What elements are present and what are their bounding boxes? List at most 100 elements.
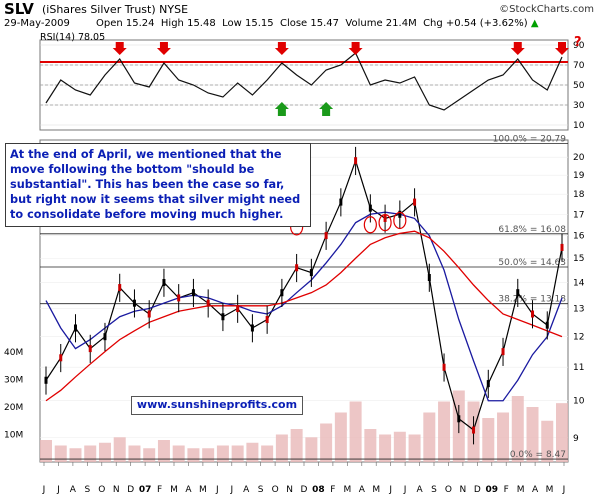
low-value: 15.15 <box>244 18 274 29</box>
question-mark: ? <box>574 35 582 50</box>
red-down-arrow-icon <box>274 42 289 55</box>
rsi-tick-label: 90 <box>573 41 585 51</box>
volume-tick-label: 40M <box>4 348 23 358</box>
moving-average-slow-line <box>45 230 563 402</box>
price-candle <box>132 299 136 307</box>
volume-bar <box>172 445 185 462</box>
open-label: Open <box>96 18 123 29</box>
issuer-label: (iShares Silver Trust) <box>42 3 156 16</box>
fib-level-label: 0.0% = 8.47 <box>510 450 566 460</box>
month-axis-label: D <box>474 485 481 495</box>
volume-bar <box>364 429 377 462</box>
website-link[interactable]: www.sunshineprofits.com <box>131 396 303 415</box>
price-tick-label: 13 <box>573 305 584 315</box>
month-axis-label: N <box>113 485 120 495</box>
month-axis-label: J <box>56 485 60 495</box>
price-candle <box>545 321 549 329</box>
close-value: 15.47 <box>310 18 340 29</box>
rsi-line <box>45 52 563 111</box>
price-candle <box>250 324 254 332</box>
month-axis-label: F <box>330 485 335 495</box>
price-candle <box>118 284 122 292</box>
close-label: Close <box>279 18 308 29</box>
fib-level-label: 50.0% = 14.63 <box>498 258 566 268</box>
price-candle <box>324 232 328 240</box>
volume-bar <box>482 418 495 462</box>
month-axis-label: M <box>372 485 380 495</box>
high-label: High <box>160 18 184 29</box>
price-candle <box>501 348 505 356</box>
open-value: 15.24 <box>125 18 155 29</box>
moving-average-fast-line <box>45 211 563 402</box>
volume-bar <box>349 401 362 462</box>
month-axis-label: O <box>272 485 279 495</box>
month-axis-label: S <box>431 485 437 495</box>
price-candle <box>457 415 461 423</box>
highlight-circle <box>378 214 392 232</box>
volume-bar <box>69 448 82 462</box>
low-label: Low <box>222 18 242 29</box>
price-candle <box>88 345 92 353</box>
month-axis-label: N <box>460 485 467 495</box>
volume-tick-label: 30M <box>4 376 23 386</box>
price-candle <box>280 289 284 297</box>
high-value: 15.48 <box>187 18 216 29</box>
price-candle <box>147 310 151 318</box>
month-axis-label: 07 <box>139 485 152 495</box>
price-candle <box>398 210 402 218</box>
month-axis-label: M <box>517 485 525 495</box>
red-down-arrow-icon <box>156 42 171 55</box>
volume-bar <box>84 445 97 462</box>
month-axis-label: N <box>286 485 293 495</box>
volume-bar <box>541 420 554 462</box>
price-candle <box>560 243 564 251</box>
month-axis-label: A <box>243 485 250 495</box>
price-candle <box>339 198 343 206</box>
issuer-name: (iShares Silver Trust) NYSE <box>42 3 188 16</box>
price-candle <box>221 313 225 321</box>
rsi-tick-label: 50 <box>573 81 585 91</box>
fib-level-label: 61.8% = 16.08 <box>498 225 566 235</box>
price-candle <box>236 305 240 313</box>
price-tick-label: 12 <box>573 333 584 343</box>
month-axis-label: J <box>403 485 407 495</box>
price-candle <box>472 426 476 434</box>
volume-bar <box>526 407 539 462</box>
change-label: Chg <box>423 18 443 29</box>
price-candle <box>413 198 417 206</box>
price-candle <box>59 354 63 362</box>
price-candle <box>295 264 299 272</box>
price-candle <box>516 289 520 297</box>
fib-level-label: 38.2% = 13.18 <box>498 295 566 305</box>
volume-bar <box>143 448 156 462</box>
month-axis-label: A <box>532 485 539 495</box>
month-axis-label: J <box>42 485 46 495</box>
change-value: +0.54 (+3.62%) <box>445 18 528 29</box>
volume-bar <box>379 434 392 462</box>
quote-summary: Open 15.24 High 15.48 Low 15.15 Close 15… <box>96 18 539 29</box>
quote-date: 29-May-2009 <box>4 18 70 29</box>
price-candle <box>486 380 490 388</box>
month-axis-label: 09 <box>486 485 499 495</box>
volume-bar <box>98 442 111 462</box>
volume-bar <box>202 448 215 462</box>
price-candle <box>442 363 446 371</box>
month-axis-label: S <box>258 485 264 495</box>
month-axis-label: F <box>504 485 509 495</box>
green-up-arrow-icon <box>274 102 289 116</box>
volume-bar <box>113 437 126 462</box>
volume-value: 21.4M <box>385 18 417 29</box>
month-axis-label: 08 <box>312 485 325 495</box>
month-axis-label: M <box>343 485 351 495</box>
price-candle <box>44 376 48 384</box>
price-candle <box>206 299 210 307</box>
red-down-arrow-icon <box>112 42 127 55</box>
volume-tick-label: 20M <box>4 403 23 413</box>
price-candle <box>368 204 372 212</box>
volume-bar <box>334 412 347 462</box>
volume-bar <box>246 442 259 462</box>
price-tick-label: 14 <box>573 278 585 288</box>
price-tick-label: 16 <box>573 232 585 242</box>
